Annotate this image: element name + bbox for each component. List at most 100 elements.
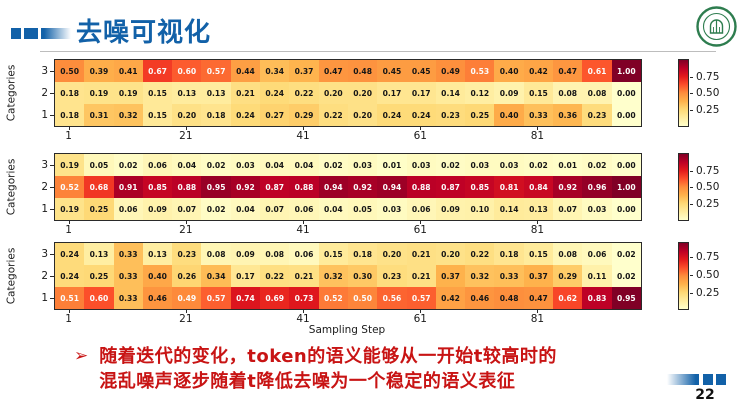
x-tick-label: 1	[65, 313, 72, 325]
heatmap-cell: 0.15	[142, 82, 173, 104]
colorbar-tick-label: 0.75	[696, 70, 720, 83]
heatmap-cell: 0.25	[465, 104, 495, 126]
heatmap-cell: 0.19	[84, 82, 114, 104]
y-tick-mark	[50, 115, 54, 116]
heatmap-cell: 0.02	[523, 154, 554, 176]
heatmap-cell: 0.25	[84, 265, 114, 287]
heatmap-cell: 0.88	[172, 176, 202, 198]
heatmap-cell: 0.94	[377, 176, 407, 198]
heatmap-cell: 0.61	[582, 60, 612, 82]
heatmap-cell: 0.05	[84, 154, 114, 176]
heatmap-cell: 0.23	[172, 243, 202, 265]
heatmap-cell: 0.00	[611, 82, 641, 104]
y-tick-label: 3	[41, 65, 48, 77]
heatmap-cell: 0.11	[582, 265, 612, 287]
y-tick-mark	[50, 165, 54, 166]
heatmap-cell: 0.10	[465, 198, 495, 220]
x-tick-mark	[68, 221, 70, 224]
heatmap-cell: 0.03	[230, 154, 261, 176]
heatmap-cell: 0.02	[113, 154, 143, 176]
heatmap-cell: 0.13	[142, 243, 173, 265]
heatmap-cell: 0.06	[289, 243, 319, 265]
heatmap-cell: 0.02	[201, 198, 231, 220]
x-tick-label: 81	[530, 130, 545, 142]
heatmap-cell: 0.84	[523, 176, 554, 198]
heatmap-cell: 0.22	[318, 104, 348, 126]
y-tick-label: 1	[41, 203, 48, 215]
x-tick-label: 21	[179, 130, 193, 142]
heatmap-cell: 0.24	[55, 265, 85, 287]
heatmap-cell: 0.57	[201, 287, 231, 309]
heatmap-cell: 0.21	[406, 265, 436, 287]
heatmap-cell: 0.53	[465, 60, 495, 82]
heatmap-cell: 0.06	[406, 198, 436, 220]
heatmap-cell: 0.56	[377, 287, 407, 309]
heatmap-cell: 0.20	[377, 243, 407, 265]
y-axis-label: Categories	[5, 247, 18, 305]
x-tick-mark	[303, 221, 305, 224]
colorbar-tick-mark	[690, 274, 693, 276]
heatmap-cell: 0.29	[289, 104, 319, 126]
heatmap-cell: 0.32	[318, 265, 348, 287]
heatmap-cell: 0.09	[142, 198, 173, 220]
heatmap-cell: 0.87	[260, 176, 290, 198]
heatmap-cell: 0.04	[318, 198, 348, 220]
heatmap-cell: 0.07	[260, 198, 290, 220]
heatmap-cell: 0.19	[55, 198, 85, 220]
y-tick-mark	[50, 93, 54, 94]
x-tick-mark	[420, 127, 422, 130]
x-tick-mark	[68, 310, 70, 313]
y-tick-mark	[50, 209, 54, 210]
heatmap-cell: 0.88	[406, 176, 436, 198]
heatmap-cell: 0.39	[84, 60, 114, 82]
heatmap-cell: 0.60	[172, 60, 202, 82]
x-tick-label: 41	[296, 313, 310, 325]
colorbar-tick-mark	[690, 257, 693, 259]
heatmap-cell: 0.34	[201, 265, 231, 287]
heatmap-cell: 0.20	[318, 82, 348, 104]
heatmap-cell: 0.27	[260, 104, 290, 126]
heatmap-panel-2: 0.19 0.05 0.02 0.06 0.04 0.02 0.03 0.04 0.04 0.02…	[5, 153, 719, 236]
heatmap-cell: 0.95	[201, 176, 231, 198]
footer-accent-bar	[667, 374, 699, 385]
colorbar-tick-label: 0.50	[696, 268, 720, 281]
heatmap-cell: 0.88	[289, 176, 319, 198]
heatmap-cell: 0.40	[494, 60, 524, 82]
x-tick-mark	[303, 127, 305, 130]
heatmap-cell: 0.17	[406, 82, 436, 104]
heatmap-cell: 0.57	[201, 60, 231, 82]
x-tick-label: 21	[179, 224, 193, 236]
heatmap-cell: 0.92	[230, 176, 261, 198]
heatmap-cell: 0.14	[494, 198, 524, 220]
heatmap-cell: 0.69	[260, 287, 290, 309]
heatmap-cell: 0.15	[523, 243, 554, 265]
y-axis-label: Categories	[5, 64, 18, 122]
heatmap-cell: 0.06	[113, 198, 143, 220]
heatmap-cell: 0.08	[553, 243, 583, 265]
header-accent-bar	[41, 28, 71, 39]
heatmap-cell: 0.34	[260, 60, 290, 82]
x-tick-mark	[537, 127, 539, 130]
heatmap-cell: 0.06	[142, 154, 173, 176]
heatmap-cell: 0.03	[465, 154, 495, 176]
heatmap-cell: 0.06	[582, 243, 612, 265]
colorbar-tick-mark	[690, 187, 693, 188]
heatmap-panel-3: 0.24 0.13 0.33 0.13 0.23 0.08 0.09 0.08 0.06 0.15…	[5, 242, 719, 336]
heatmap-cell: 0.01	[377, 154, 407, 176]
colorbar-tick-mark	[690, 170, 693, 172]
heatmap-cell: 0.21	[230, 82, 261, 104]
y-axis-label: Categories	[5, 158, 18, 216]
heatmap-cell: 0.37	[523, 265, 554, 287]
heatmap-cell: 0.51	[55, 287, 85, 309]
footer-accent-square	[716, 374, 726, 385]
x-tick-label: 61	[413, 313, 427, 325]
colorbar-tick-mark	[690, 93, 693, 94]
heatmap-cell: 0.24	[406, 104, 436, 126]
heatmap-cell: 0.09	[494, 82, 524, 104]
heatmap-cell: 0.47	[553, 60, 583, 82]
heatmap-cell: 0.29	[553, 265, 583, 287]
heatmap-cell: 1.00	[611, 176, 641, 198]
x-axis-label: Sampling Step	[308, 324, 386, 336]
heatmap-cell: 0.13	[84, 243, 114, 265]
